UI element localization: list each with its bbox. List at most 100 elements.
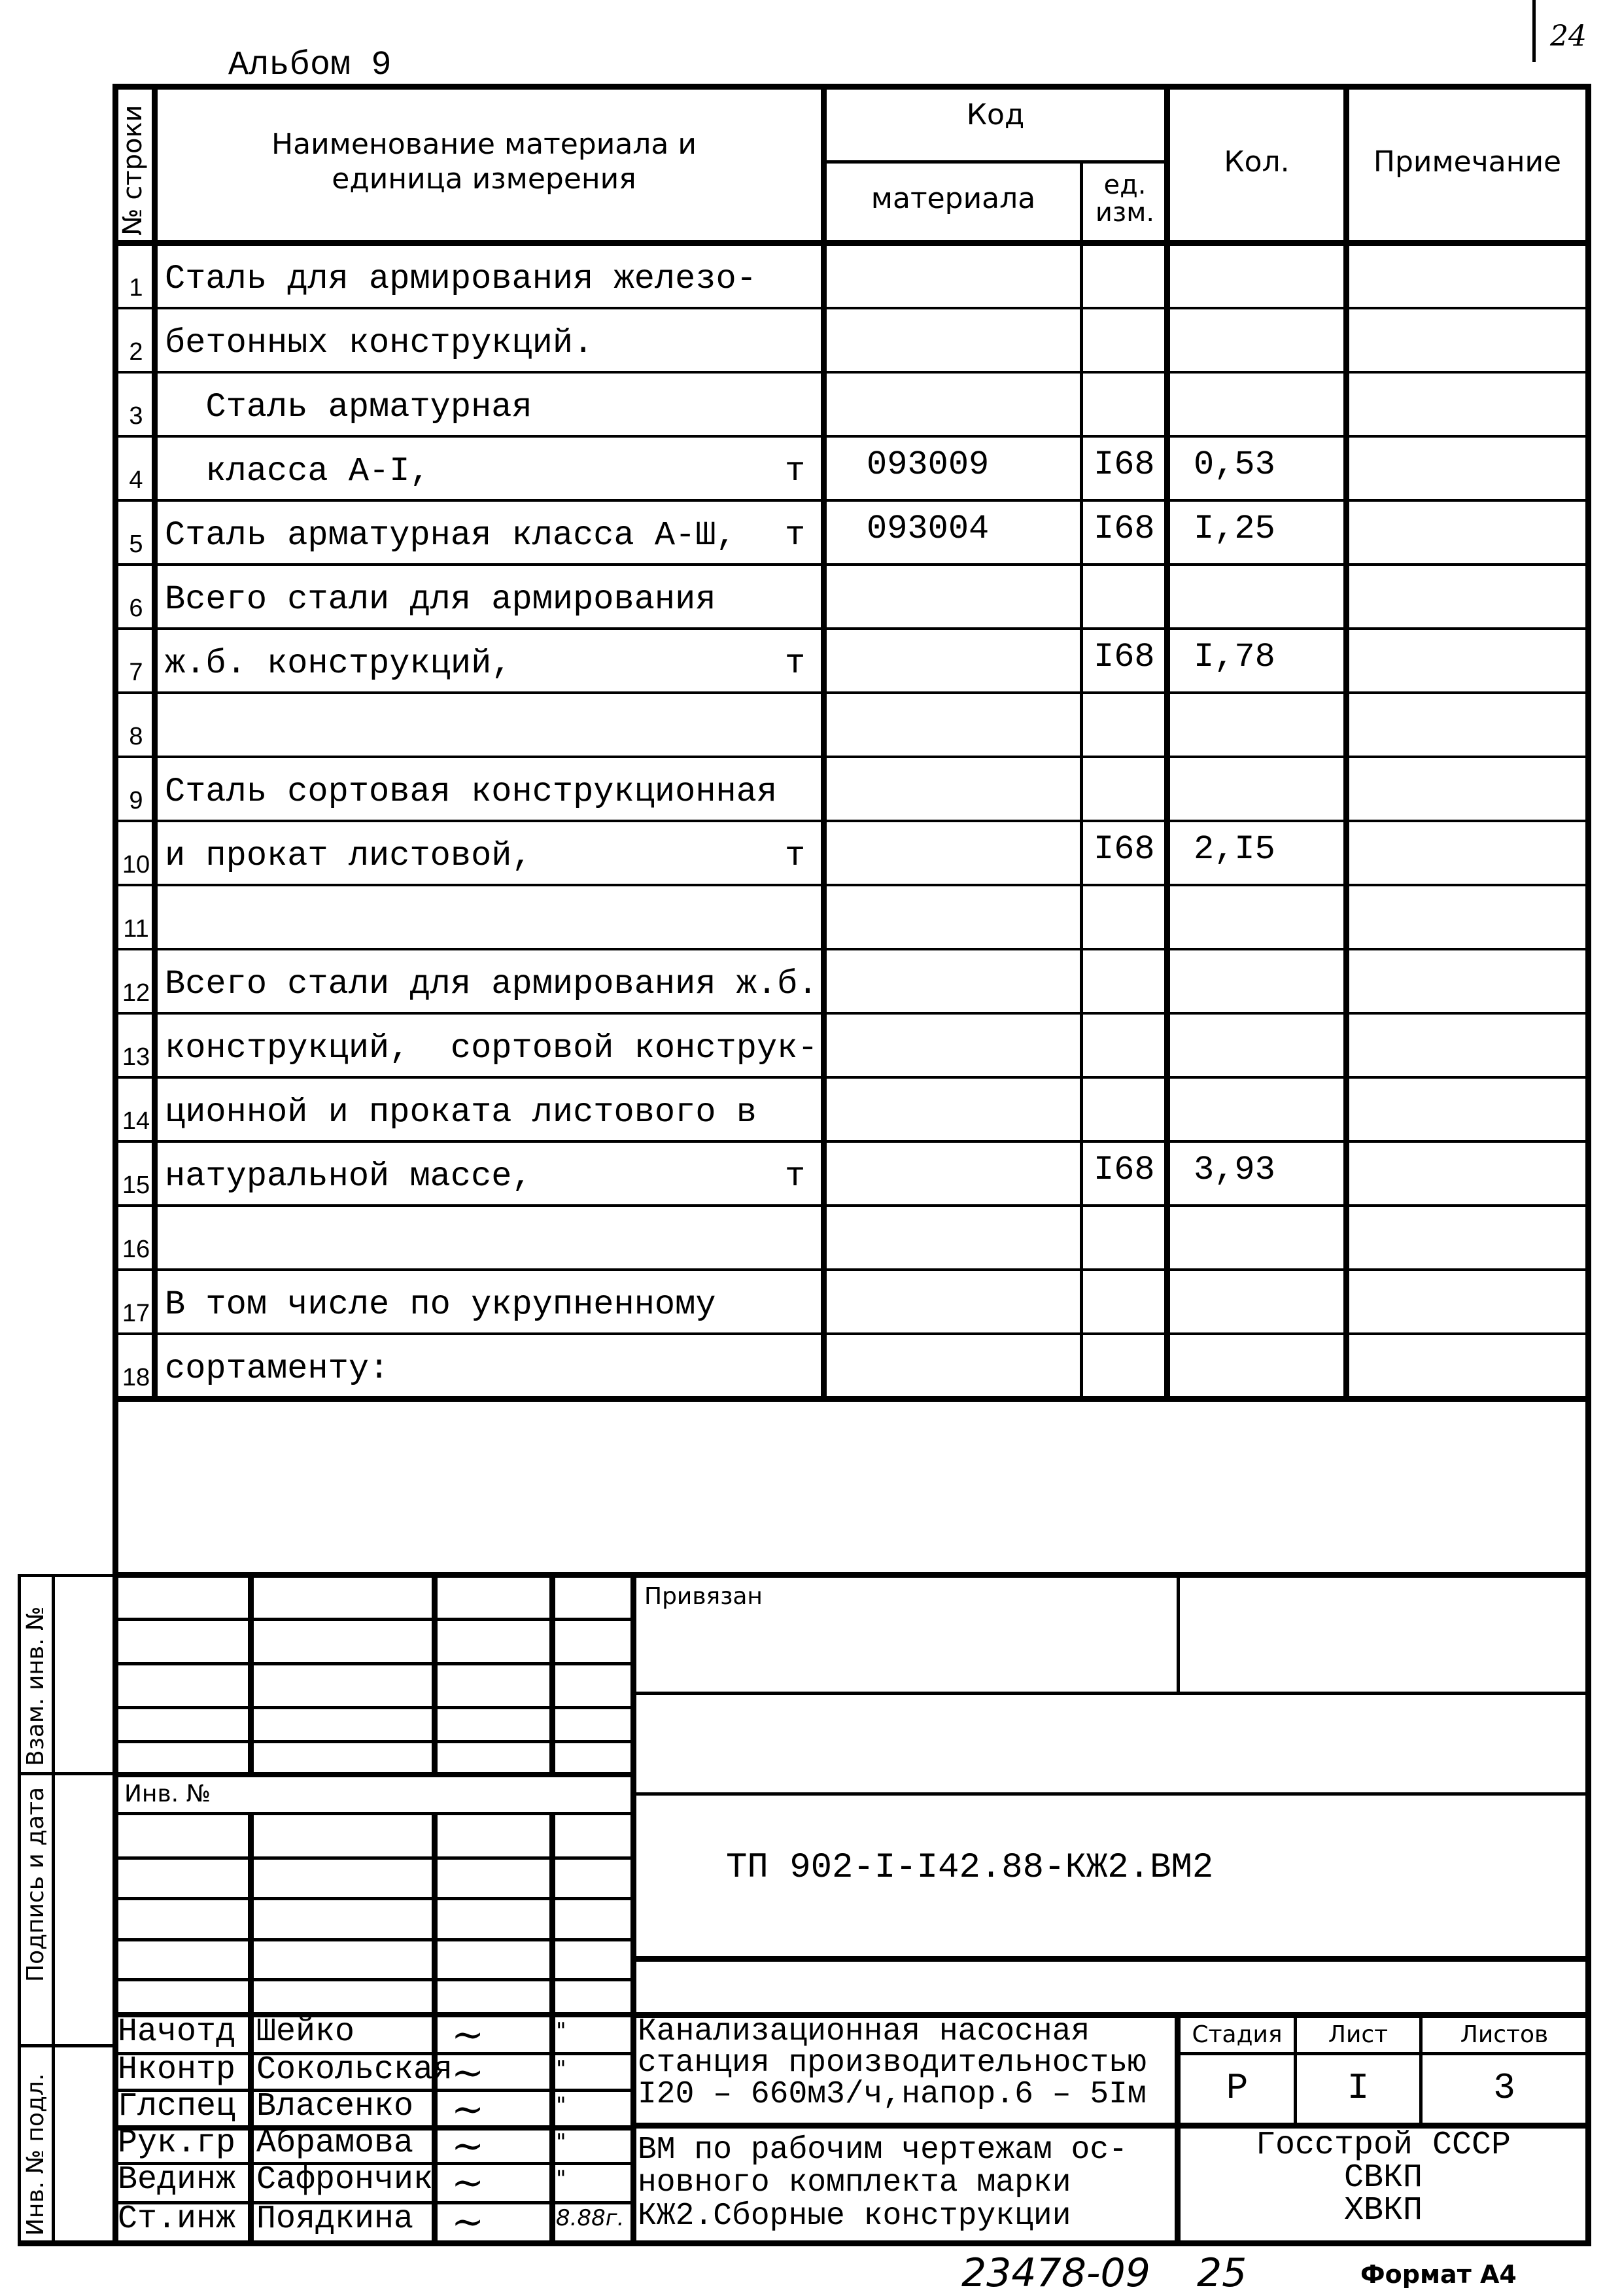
- header-code: Код: [966, 98, 1025, 131]
- unit-code: I68: [1094, 638, 1155, 676]
- header-row-no: № строки: [118, 105, 148, 235]
- stamp-line: [630, 1956, 1591, 1962]
- project-title-line: станция производительностью: [638, 2045, 1147, 2081]
- role: Начотд: [118, 2013, 236, 2051]
- material-name: и прокат листовой,: [165, 837, 532, 875]
- frame-left: [112, 84, 118, 2246]
- inventory-number: 23478-09: [961, 2250, 1150, 2296]
- stamp-line: [630, 1692, 1591, 1695]
- row-line: [112, 499, 1591, 502]
- unit: т: [785, 452, 806, 491]
- row-number: 9: [129, 787, 143, 814]
- signature-icon: ~: [451, 2087, 485, 2132]
- stamp-col: [248, 1574, 254, 1772]
- quantity: I,78: [1194, 638, 1275, 676]
- sheet-label: Лист: [1328, 2021, 1389, 2048]
- date: ": [556, 2093, 566, 2119]
- stamp-line: [630, 2123, 1591, 2129]
- row-line: [112, 1204, 1591, 1207]
- row-line: [112, 884, 1591, 886]
- person-name: Сокольская: [256, 2051, 453, 2089]
- stamp-col: [248, 1812, 254, 2244]
- stamp-line: [112, 2089, 634, 2092]
- col-line: [152, 84, 158, 1399]
- stamp-line: [112, 1978, 634, 1981]
- inv-no-label: Инв. №: [124, 1781, 211, 1807]
- stamp-line: [630, 2012, 1591, 2018]
- project-title-line: I20 – 660м3/ч,напор.6 – 5Iм: [638, 2077, 1147, 2112]
- row-line: [112, 371, 1591, 374]
- project-title: Канализационная насосная станция произво…: [638, 2016, 1147, 2110]
- role: Ст.инж: [118, 2200, 236, 2238]
- side-label-inv-podl: Инв. № подл.: [22, 2073, 49, 2236]
- frame-top: [112, 84, 1591, 90]
- side-line: [18, 1574, 116, 1577]
- role: Нконтр: [118, 2051, 236, 2089]
- date: 8.88г.: [556, 2205, 625, 2231]
- person-name: Поядкина: [256, 2200, 414, 2238]
- organization: Госстрой СССР СВКП ХВКП: [1181, 2129, 1586, 2227]
- sheets-label: Листов: [1460, 2021, 1549, 2048]
- unit-code: I68: [1094, 830, 1155, 869]
- row-line: [112, 691, 1591, 694]
- row-line: [112, 756, 1591, 758]
- stamp-line: [112, 1740, 634, 1743]
- unit: т: [785, 644, 806, 683]
- col-line: [1343, 84, 1349, 1399]
- sheets-value: 3: [1493, 2067, 1515, 2109]
- date: ": [556, 2056, 566, 2082]
- material-name: Всего стали для армирования: [165, 580, 716, 619]
- person-name: Власенко: [256, 2088, 414, 2125]
- row-number: 15: [122, 1172, 150, 1199]
- stamp-line: [112, 1812, 634, 1815]
- side-strip-outer: [18, 1574, 21, 2246]
- stamp-line: [112, 1662, 634, 1665]
- stamp-line: [112, 2125, 634, 2131]
- row-line: [112, 1268, 1591, 1271]
- material-name: натуральной массе,: [165, 1157, 532, 1196]
- side-line: [18, 2044, 116, 2047]
- stamp-line: [112, 1897, 634, 1900]
- stamp-col: [1419, 2012, 1423, 2125]
- row-number: 10: [122, 851, 150, 878]
- date: ": [556, 2129, 566, 2155]
- stamp-line: [112, 2012, 634, 2017]
- row-line: [112, 435, 1591, 438]
- row-number: 7: [129, 659, 143, 686]
- row-number: 17: [122, 1300, 150, 1327]
- row-line: [112, 307, 1591, 309]
- row-number: 12: [122, 979, 150, 1007]
- stamp-line: [112, 2052, 634, 2055]
- stamp-line: [112, 1938, 634, 1941]
- row-number: 14: [122, 1107, 150, 1135]
- stamp-line: [1175, 2052, 1591, 2055]
- header-bottom: [112, 240, 1591, 246]
- side-line: [18, 2240, 1591, 2246]
- unit-code: I68: [1094, 445, 1155, 484]
- document-code: ТП 902-I-I42.88-КЖ2.ВМ2: [726, 1848, 1214, 1888]
- material-name: Сталь арматурная: [165, 388, 532, 426]
- material-name: В том числе по укрупненному: [165, 1285, 716, 1324]
- organization-line: ХВКП: [1343, 2192, 1423, 2229]
- row-line: [112, 1332, 1591, 1335]
- unit: т: [785, 1157, 806, 1196]
- row-line: [112, 627, 1591, 630]
- document-description: ВМ по рабочим чертежам ос- новного компл…: [638, 2134, 1128, 2233]
- header-divider: [821, 160, 1167, 164]
- unit-code: I68: [1094, 510, 1155, 548]
- row-number: 5: [129, 531, 143, 558]
- signature-icon: ~: [451, 2160, 485, 2206]
- date: ": [556, 2018, 566, 2044]
- unit: т: [785, 837, 806, 875]
- description-line: КЖ2.Сборные конструкции: [638, 2198, 1071, 2234]
- material-name: Сталь арматурная класса А-Ш,: [165, 516, 736, 555]
- material-name: Всего стали для армирования ж.б.: [165, 965, 818, 1003]
- col-line: [1080, 162, 1083, 1399]
- table-bottom: [112, 1396, 1591, 1402]
- stage-label: Стадия: [1192, 2021, 1283, 2048]
- col-line: [1164, 84, 1170, 1399]
- material-name: ж.б. конструкций,: [165, 644, 512, 683]
- row-line: [112, 820, 1591, 822]
- material-name: Сталь для армирования железо-: [165, 260, 757, 298]
- side-label-vzam: Взам. инв. №: [22, 1606, 49, 1766]
